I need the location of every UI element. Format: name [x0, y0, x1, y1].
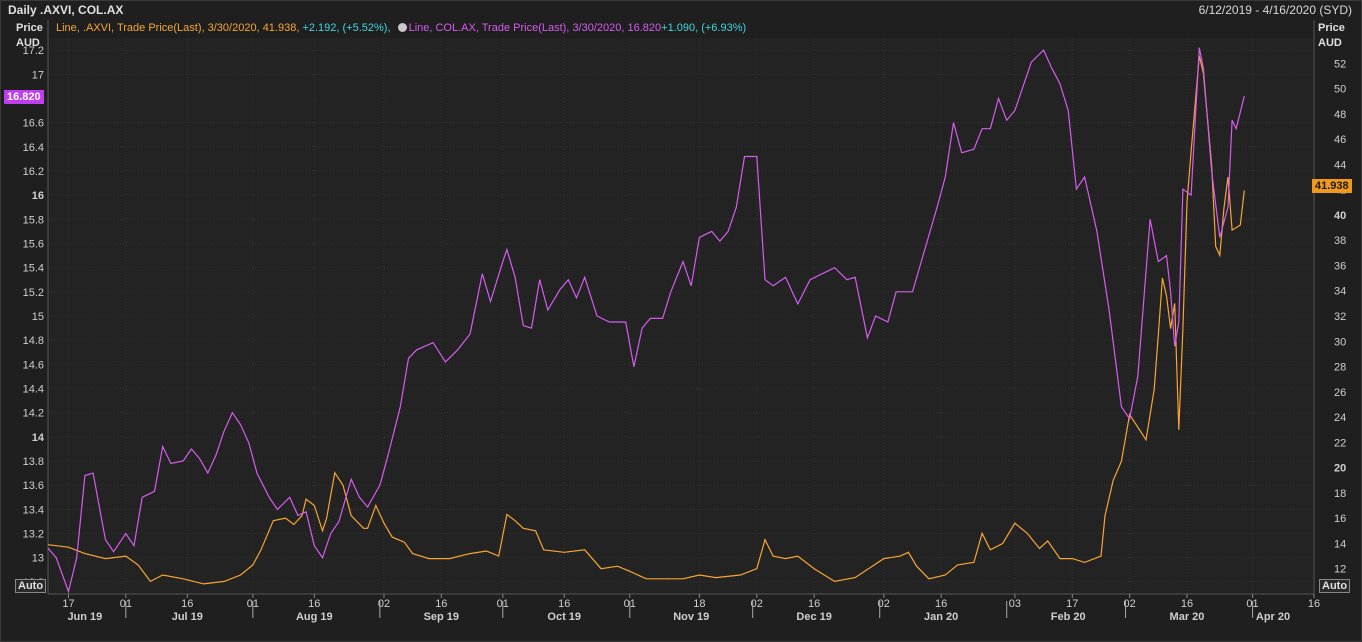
left-tick-label: 14.6	[23, 359, 44, 371]
right-tick-label: 34	[1334, 286, 1346, 298]
x-tick-label: 16	[935, 598, 947, 610]
right-tick-label: 50	[1334, 84, 1346, 96]
chart-title: Daily .AXVI, COL.AX	[8, 3, 124, 17]
x-tick-label: 16	[1308, 598, 1320, 610]
right-tick-label: 16	[1334, 513, 1346, 525]
left-tick-label: 15	[32, 311, 44, 323]
right-tick-label: 20	[1334, 463, 1346, 475]
month-label: Mar 20	[1170, 611, 1205, 623]
left-axis-title-price: Price	[16, 22, 43, 34]
left-axis-title: Price AUD	[16, 21, 43, 51]
left-tick-label: 16.4	[23, 142, 44, 154]
left-tick-label: 17.2	[23, 45, 44, 57]
right-tick-label: 14	[1334, 538, 1346, 550]
left-axis-title-currency: AUD	[16, 37, 40, 49]
last-price-tag-axvi: 41.938	[1312, 179, 1352, 193]
x-tick-label: 16	[808, 598, 820, 610]
left-axis-ticks: 12.81313.213.413.613.81414.214.414.614.8…	[23, 45, 45, 589]
left-tick-label: 14.2	[23, 408, 44, 420]
legend-col-value: 16.820	[627, 22, 662, 34]
left-tick-label: 15.2	[23, 287, 44, 299]
x-tick-label: 02	[878, 598, 890, 610]
right-tick-label: 22	[1334, 437, 1346, 449]
x-tick-label: 02	[378, 598, 390, 610]
clock-icon	[397, 23, 407, 32]
right-tick-label: 38	[1334, 235, 1346, 247]
chart-series	[47, 47, 1245, 594]
left-tick-label: 13	[32, 553, 44, 565]
chart-legend: Line, .AXVI, Trade Price(Last), 3/30/202…	[56, 22, 746, 34]
legend-axvi-type: Line, .AXVI, Trade Price(Last),	[56, 22, 208, 34]
left-tick-label: 15.4	[23, 263, 44, 275]
right-tick-label: 36	[1334, 260, 1346, 272]
month-label: Jun 19	[67, 611, 102, 623]
right-tick-label: 48	[1334, 109, 1346, 121]
left-tick-label: 17	[32, 69, 44, 81]
right-auto-scale-button[interactable]: Auto	[1319, 579, 1351, 593]
month-label: Aug 19	[296, 611, 333, 623]
legend-axvi-change: +2.192, (+5.52%),	[302, 22, 394, 34]
month-label: Feb 20	[1051, 611, 1086, 623]
x-tick-label: 17	[1066, 598, 1078, 610]
x-tick-label: 02	[1124, 598, 1136, 610]
month-label: Jan 20	[924, 611, 958, 623]
right-axis-title-currency: AUD	[1318, 37, 1342, 49]
left-auto-scale-button[interactable]: Auto	[15, 579, 47, 593]
month-label: Apr 20	[1256, 611, 1290, 623]
x-tick-label: 16	[1181, 598, 1193, 610]
date-range: 6/12/2019 - 4/16/2020 (SYD)	[1198, 3, 1352, 17]
x-tick-label: 16	[181, 598, 193, 610]
legend-col-change: +1.090, (+6.93%)	[661, 22, 747, 34]
right-axis-ticks: 1214161820222426283032343638404244464850…	[1334, 58, 1346, 575]
right-tick-label: 26	[1334, 387, 1346, 399]
right-tick-label: 12	[1334, 564, 1346, 576]
x-tick-label: 18	[693, 598, 705, 610]
left-tick-label: 14.8	[23, 335, 44, 347]
month-label: Jul 19	[172, 611, 203, 623]
left-tick-label: 13.2	[23, 529, 44, 541]
legend-axvi-value: 41.938,	[262, 22, 303, 34]
right-tick-label: 32	[1334, 311, 1346, 323]
right-tick-label: 52	[1334, 58, 1346, 70]
left-tick-label: 13.4	[23, 504, 44, 516]
month-label: Sep 19	[424, 611, 459, 623]
legend-col-date: 3/30/2020,	[572, 22, 628, 34]
x-axis-ticks: 17 01 16 01 16 02 16 01 16 01 18 02 16 02 16 03 17 02 16 01…	[62, 594, 1320, 623]
last-price-tag-col: 16.820	[4, 90, 44, 104]
left-tick-label: 14.4	[23, 384, 44, 396]
month-label: Dec 19	[796, 611, 831, 623]
right-tick-label: 40	[1334, 210, 1346, 222]
right-tick-label: 30	[1334, 336, 1346, 348]
left-tick-label: 13.8	[23, 456, 44, 468]
right-tick-label: 46	[1334, 134, 1346, 146]
left-tick-label: 15.6	[23, 238, 44, 250]
x-tick-label: 03	[1009, 598, 1021, 610]
chart-grid	[47, 20, 1315, 595]
right-tick-label: 24	[1334, 412, 1346, 424]
legend-col-type: Line, COL.AX, Trade Price(Last),	[408, 22, 573, 34]
series-line-axvi	[47, 55, 1245, 585]
legend-axvi-date: 3/30/2020,	[207, 22, 263, 34]
right-tick-label: 44	[1334, 159, 1346, 171]
x-tick-label: 16	[435, 598, 447, 610]
right-tick-label: 18	[1334, 488, 1346, 500]
x-tick-label: 17	[62, 598, 74, 610]
left-tick-label: 16	[32, 190, 44, 202]
left-tick-label: 16.2	[23, 166, 44, 178]
right-tick-label: 28	[1334, 362, 1346, 374]
x-tick-label: 16	[558, 598, 570, 610]
series-line-colax	[47, 47, 1245, 594]
right-axis-title-price: Price	[1318, 22, 1345, 34]
month-label: Oct 19	[547, 611, 581, 623]
left-tick-label: 13.6	[23, 480, 44, 492]
month-label: Nov 19	[673, 611, 709, 623]
x-tick-label: 02	[751, 598, 763, 610]
right-axis-title: Price AUD	[1318, 21, 1345, 51]
left-tick-label: 14	[32, 432, 45, 444]
left-tick-label: 15.8	[23, 214, 44, 226]
x-tick-label: 16	[308, 598, 320, 610]
left-tick-label: 16.6	[23, 118, 44, 130]
